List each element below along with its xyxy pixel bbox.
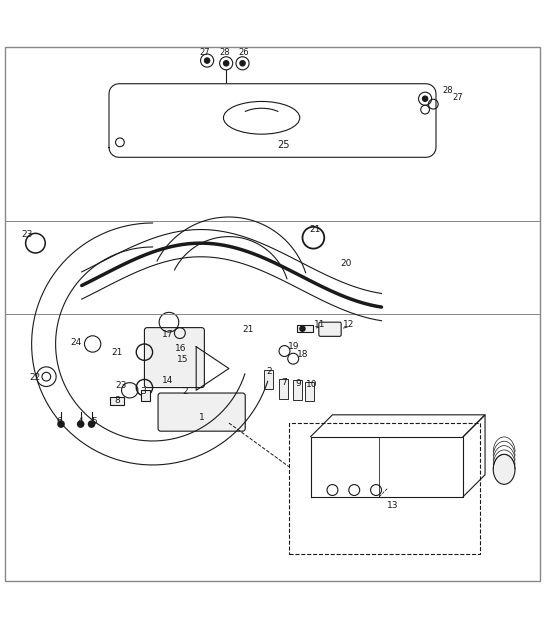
Bar <box>293 381 302 400</box>
Bar <box>289 423 480 554</box>
FancyBboxPatch shape <box>319 322 341 337</box>
Circle shape <box>299 325 306 332</box>
Text: 21: 21 <box>310 225 320 234</box>
Text: 26: 26 <box>239 48 250 57</box>
Bar <box>110 397 124 405</box>
FancyBboxPatch shape <box>158 393 245 431</box>
Circle shape <box>422 96 428 102</box>
Circle shape <box>204 58 210 63</box>
Text: 21: 21 <box>243 325 253 333</box>
Text: 16: 16 <box>175 344 187 353</box>
Text: 12: 12 <box>343 320 354 330</box>
Circle shape <box>223 60 229 66</box>
Text: 15: 15 <box>177 355 189 364</box>
Text: 2: 2 <box>266 367 271 376</box>
Text: 18: 18 <box>296 350 308 359</box>
Text: 2: 2 <box>183 387 188 396</box>
Text: 6: 6 <box>56 418 62 426</box>
FancyBboxPatch shape <box>144 328 204 387</box>
Text: 4: 4 <box>78 418 83 426</box>
Circle shape <box>240 60 245 66</box>
Text: 11: 11 <box>313 320 325 330</box>
Text: 28: 28 <box>443 86 453 95</box>
Text: 25: 25 <box>277 140 289 150</box>
Bar <box>297 325 313 332</box>
Text: 21: 21 <box>112 348 123 357</box>
Circle shape <box>88 420 95 428</box>
Bar <box>279 379 288 399</box>
Text: 19: 19 <box>287 342 299 351</box>
Text: 14: 14 <box>162 376 173 385</box>
Text: 23: 23 <box>116 381 126 391</box>
Text: 17: 17 <box>162 330 174 339</box>
Text: 23: 23 <box>22 230 33 239</box>
Text: 3: 3 <box>140 387 146 396</box>
Text: 9: 9 <box>296 379 301 388</box>
Text: 20: 20 <box>341 259 352 268</box>
Bar <box>305 382 314 401</box>
Text: 8: 8 <box>114 396 120 404</box>
Ellipse shape <box>493 454 515 484</box>
Circle shape <box>77 420 84 428</box>
Text: 27: 27 <box>452 92 463 102</box>
Text: 1: 1 <box>199 413 204 422</box>
Text: 28: 28 <box>220 48 231 57</box>
Text: 7: 7 <box>282 377 287 387</box>
Text: 10: 10 <box>306 381 318 389</box>
Circle shape <box>57 420 65 428</box>
Text: 24: 24 <box>71 338 82 347</box>
Text: 27: 27 <box>199 48 210 57</box>
Bar <box>141 390 150 401</box>
Text: 22: 22 <box>30 373 41 382</box>
Bar <box>264 370 272 389</box>
Text: 13: 13 <box>386 501 398 511</box>
Text: 5: 5 <box>91 418 96 426</box>
